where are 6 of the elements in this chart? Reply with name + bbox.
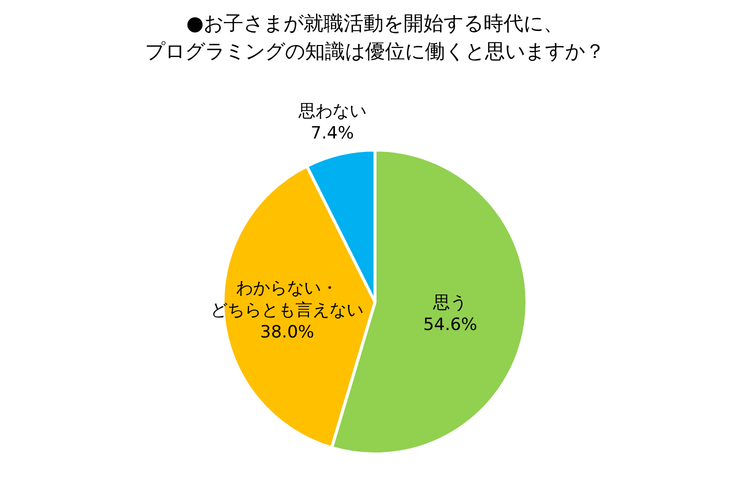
slice-label: 思わない xyxy=(297,102,366,122)
slice-label: 思う xyxy=(432,292,468,313)
data-label: 54.6% xyxy=(423,314,478,335)
data-label: 7.4% xyxy=(310,124,354,144)
chart-title: ●お子さまが就職活動を開始する時代に、プログラミングの知識は優位に働くと思いますか？ xyxy=(145,11,605,63)
data-label: 38.0% xyxy=(260,322,314,343)
